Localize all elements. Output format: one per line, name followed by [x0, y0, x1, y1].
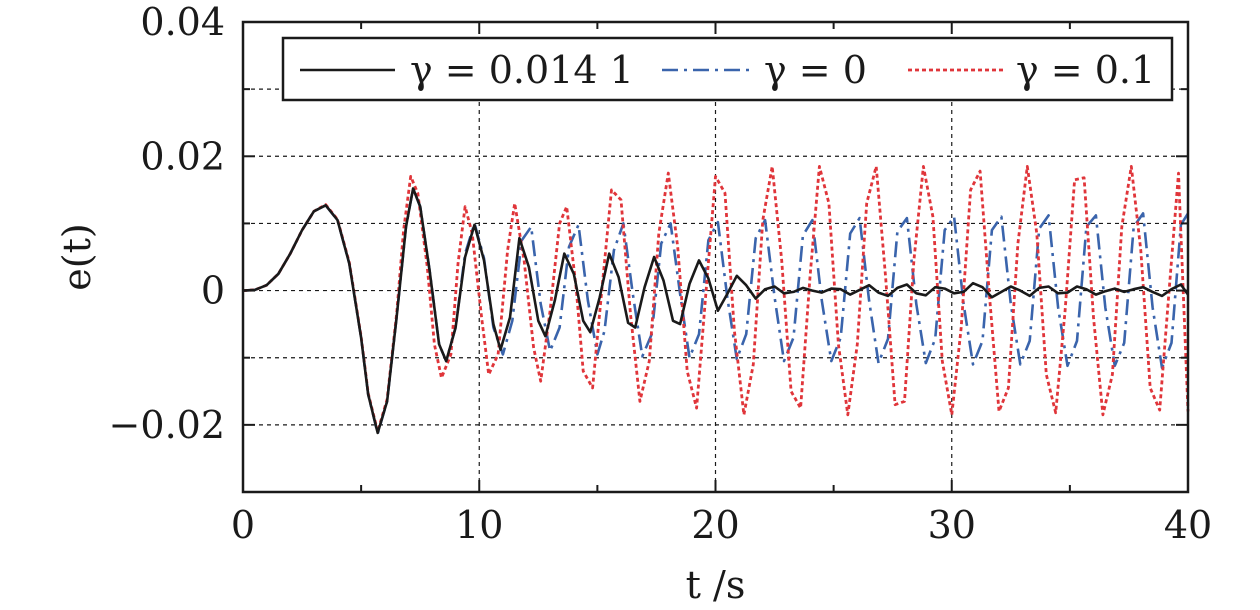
y-axis-label: e(t)	[55, 223, 99, 290]
y-tick-label: −0.02	[109, 403, 225, 447]
x-tick-label: 10	[455, 503, 503, 547]
y-tick-label: 0.04	[140, 0, 225, 44]
legend-label-blue: γ = 0	[764, 48, 867, 92]
y-tick-label: 0.02	[140, 134, 225, 178]
y-tick-label: 0	[201, 269, 225, 313]
x-tick-label: 20	[691, 503, 739, 547]
legend-label-red: γ = 0.1	[1016, 48, 1155, 92]
x-tick-label: 40	[1164, 503, 1212, 547]
x-tick-label: 30	[928, 503, 976, 547]
legend-label-black: γ = 0.014 1	[410, 48, 634, 92]
tick-labels: 0 10 20 30 40 −0.02 0 0.02 0.04	[109, 0, 1213, 547]
series-line-dotted	[242, 165, 1190, 433]
x-tick-label: 0	[231, 503, 255, 547]
axis-ticks	[242, 21, 1189, 493]
series-line-solid	[242, 187, 1190, 435]
plot-series	[242, 165, 1190, 435]
x-axis-label: t /s	[686, 563, 746, 607]
legend: γ = 0.014 1 γ = 0 γ = 0.1	[281, 36, 1174, 102]
